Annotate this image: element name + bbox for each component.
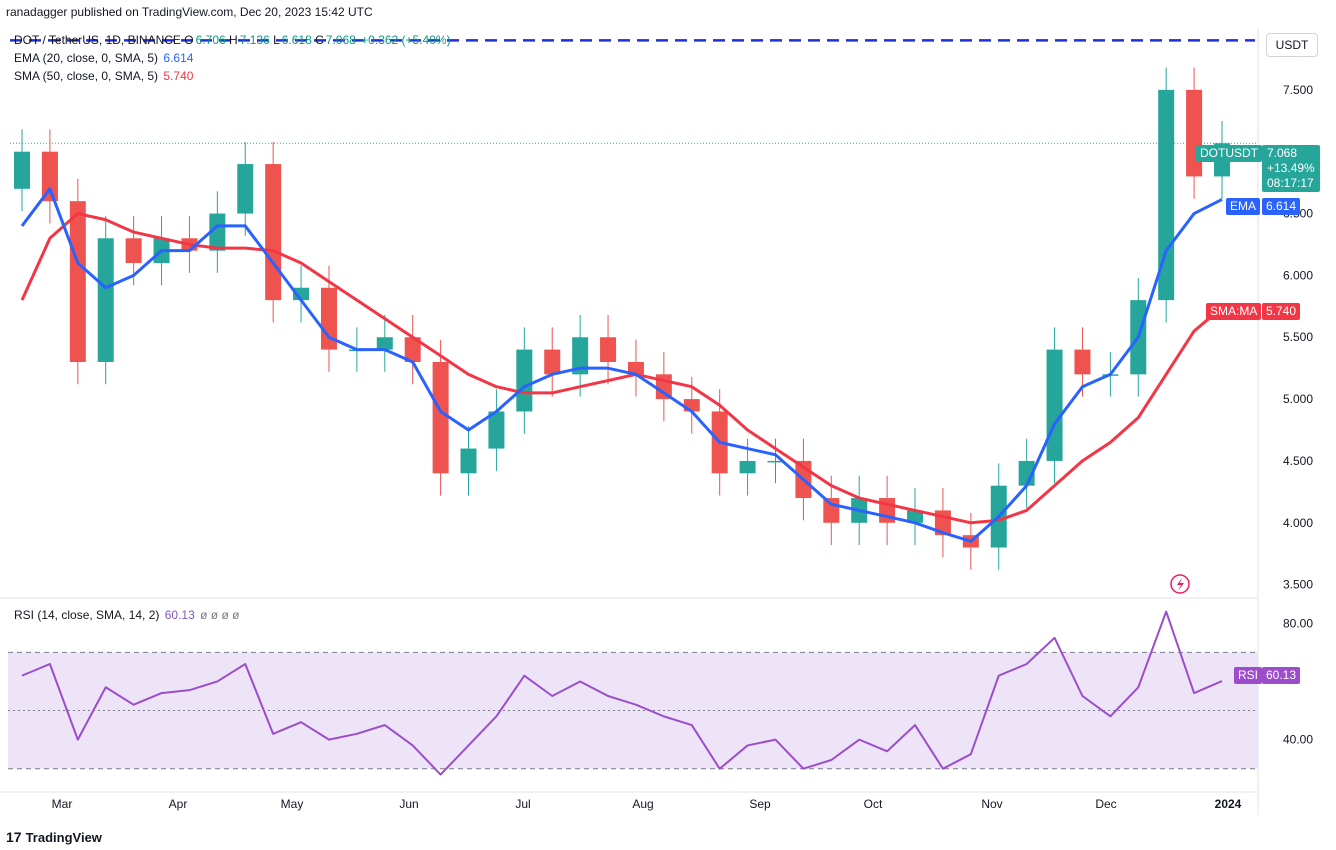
candle-body [237,164,254,214]
alert-flash-icon [1170,574,1190,594]
footer-brand-label: TradingView [25,829,102,845]
time-axis-label: Aug [632,797,653,811]
price-tick-label: 5.500 [1283,330,1313,344]
candle-body [544,349,561,375]
low-value: 6.618 [281,33,312,47]
candle-body [97,238,114,362]
ema-tag-value: 6.614 [1262,198,1301,215]
high-label: H [229,33,238,47]
ema-legend-value: 6.614 [163,51,194,65]
time-axis-label: Mar [52,797,73,811]
candle-body [125,238,142,264]
sma50-line [20,212,1223,525]
close-value: 7.068 [325,33,356,47]
footer-brand[interactable]: 17 TradingView [6,829,102,845]
low-label: L [273,33,280,47]
open-value: 6.706 [195,33,226,47]
sma-tag-name: SMA:MA [1206,303,1262,320]
candle-body [41,151,58,202]
change-value: +0.362 (+5.40%) [361,33,451,47]
ema-tag-name: EMA [1226,198,1261,215]
last-pct: +13.49% [1267,161,1315,175]
price-tick-label: 4.500 [1283,454,1313,468]
alert-flash-bolt-icon [1177,578,1184,591]
candle-body [265,164,282,301]
publisher-line: ranadagger published on TradingView.com,… [6,5,373,19]
candle-body [739,460,756,474]
time-axis-label: 2024 [1215,797,1242,811]
price-tick-label: 7.500 [1283,83,1313,97]
candle-body [907,510,924,523]
rsi-legend[interactable]: RSI (14, close, SMA, 14, 2) 60.13 ø ø ø … [14,608,239,622]
high-value: 7.136 [239,33,270,47]
candle-body [627,361,644,375]
sma-tag-value: 5.740 [1262,303,1301,320]
price-tick-label: 6.000 [1283,268,1313,282]
price-tick-label: 4.000 [1283,516,1313,530]
time-axis-label: Nov [981,797,1002,811]
open-label: O [184,33,194,47]
rsi-legend-value: 60.13 [164,608,195,622]
price-tick-label: 5.000 [1283,392,1313,406]
candle-body [14,151,30,189]
ema-legend[interactable]: EMA (20, close, 0, SMA, 5) 6.614 [14,51,193,65]
candle-body [432,361,449,474]
candle-body [376,337,393,350]
time-axis-label: May [281,797,304,811]
last-price: 7.068 [1267,146,1298,160]
candle-body [404,337,421,362]
candle-body [460,448,477,474]
candle-body [600,337,617,362]
rsi-tag-name: RSI [1234,667,1263,684]
time-axis-label: Sep [749,797,771,811]
candle-body [69,201,86,362]
candle-body [1074,349,1091,375]
candle-body [488,411,505,449]
rsi-tick-label: 80.00 [1283,616,1313,630]
time-axis-label: Dec [1095,797,1116,811]
currency-button[interactable]: USDT [1266,33,1318,57]
last-price-tag: 7.068 +13.49% 08:17:17 [1262,145,1320,192]
close-label: C [315,33,324,47]
time-axis-label: Jul [515,797,530,811]
sma-legend[interactable]: SMA (50, close, 0, SMA, 5) 5.740 [14,69,193,83]
time-axis-label: Oct [864,797,883,811]
rsi-legend-label: RSI (14, close, SMA, 14, 2) [14,608,160,622]
symbol-name: DOT / TetherUS, 1D, BINANCE [14,33,181,47]
ema-legend-label: EMA (20, close, 0, SMA, 5) [14,51,159,65]
rsi-tick-label: 40.00 [1283,733,1313,747]
sma-legend-value: 5.740 [163,69,194,83]
ema20-line [20,187,1223,543]
tradingview-logo-icon: 17 [6,829,22,845]
candle-body [683,399,700,412]
symbol-tag: DOTUSDT [1196,145,1262,162]
countdown: 08:17:17 [1267,176,1314,190]
sma-legend-label: SMA (50, close, 0, SMA, 5) [14,69,159,83]
rsi-tag-value: 60.13 [1262,667,1301,684]
candle-body [209,213,226,251]
candle-body [767,460,784,463]
candle-body [823,498,840,523]
candle-body [1186,89,1203,177]
candle-body [572,337,589,375]
symbol-legend: DOT / TetherUS, 1D, BINANCE O 6.706 H 7.13… [14,33,451,47]
candle-body [1046,349,1063,461]
price-tick-label: 3.500 [1283,578,1313,592]
rsi-legend-extra: ø ø ø ø [200,608,240,622]
time-axis-label: Jun [399,797,418,811]
candle-body [516,349,533,412]
time-axis-label: Apr [169,797,188,811]
rsi-line [21,610,1223,776]
